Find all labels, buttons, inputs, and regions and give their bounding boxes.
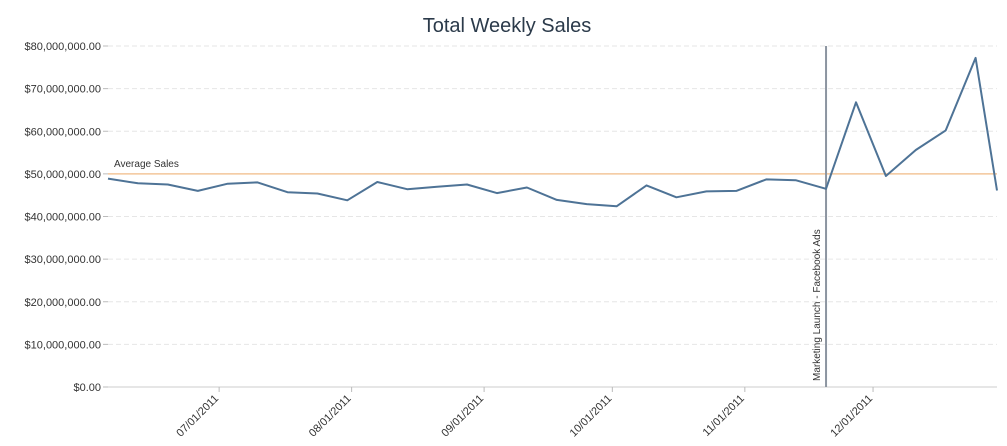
y-tick-label: $0.00 [73,382,101,394]
marketing-launch-label: Marketing Launch - Facebook Ads [812,229,823,381]
chart-title: Total Weekly Sales [423,15,592,37]
weekly-sales-line [107,56,998,208]
average-sales-label: Average Sales [114,159,179,170]
x-axis: 07/01/2011 08/01/2011 09/01/2011 10/01/2011… [174,387,875,439]
x-tick-label: 12/01/2011 [828,393,875,440]
y-tick-label: $50,000,000.00 [25,169,101,181]
reference-lines: Average Sales Marketing Launch - Facebook… [108,46,997,387]
series-group [107,56,998,208]
y-tick-label: $80,000,000.00 [25,41,101,53]
y-tick-label: $20,000,000.00 [25,297,101,309]
y-axis: $0.00 $10,000,000.00 $20,000,000.00 $30,000… [25,41,108,394]
y-tick-label: $30,000,000.00 [25,254,101,266]
y-tick-label: $60,000,000.00 [25,126,101,138]
gridlines [108,45,997,345]
x-tick-label: 11/01/2011 [701,393,747,439]
y-tick-label: $70,000,000.00 [25,84,101,96]
x-tick-label: 08/01/2011 [307,393,354,440]
x-tick-label: 09/01/2011 [439,393,486,440]
x-tick-label: 10/01/2011 [568,393,615,440]
y-tick-label: $40,000,000.00 [25,212,101,224]
x-tick-label: 07/01/2011 [174,393,221,440]
y-tick-label: $10,000,000.00 [25,339,101,351]
